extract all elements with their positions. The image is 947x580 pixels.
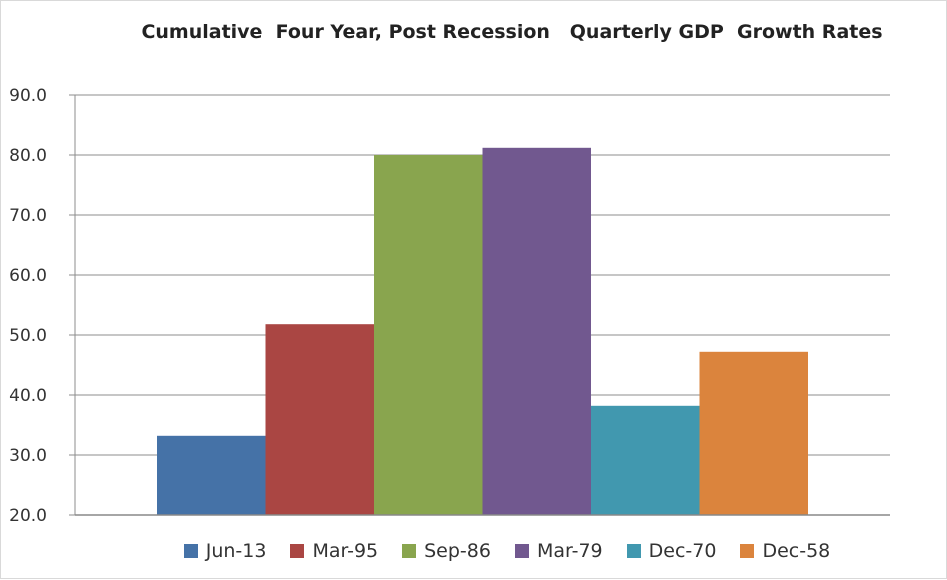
- legend-label: Dec-58: [762, 540, 831, 562]
- legend-swatch: [290, 544, 305, 558]
- legend-item-dec-58: Dec-58: [740, 540, 830, 562]
- legend-item-jun-13: Jun-13: [183, 540, 267, 562]
- bar-dec-70: [591, 405, 700, 515]
- legend-swatch: [514, 544, 529, 558]
- legend-label: Mar-79: [536, 540, 603, 562]
- legend-item-mar-79: Mar-79: [514, 540, 603, 562]
- legend-label: Mar-95: [312, 540, 379, 562]
- bar-dec-58: [699, 351, 808, 515]
- legend-swatch: [626, 544, 641, 558]
- y-tick-label: 50.0: [9, 326, 47, 346]
- bars: [157, 147, 808, 516]
- legend-label: Sep-86: [424, 540, 491, 562]
- bar-mar-95: [265, 324, 374, 515]
- legend-swatch: [183, 544, 198, 558]
- legend-label: Jun-13: [205, 540, 267, 562]
- chart-title: Cumulative Four Year, Post Recession Qua…: [141, 21, 883, 43]
- legend-swatch: [402, 544, 417, 558]
- bar-jun-13: [157, 435, 266, 515]
- legend-item-dec-70: Dec-70: [626, 540, 717, 562]
- y-tick-label: 90.0: [9, 86, 47, 106]
- y-tick-label: 40.0: [9, 386, 47, 406]
- y-tick-label: 80.0: [9, 146, 47, 166]
- legend-item-mar-95: Mar-95: [290, 540, 378, 562]
- bar-sep-86: [374, 155, 483, 515]
- y-tick-label: 70.0: [9, 206, 47, 226]
- legend: Jun-13 Mar-95 Sep-86 Mar-79 Dec-70 Dec-58: [1, 540, 947, 562]
- legend-swatch: [740, 544, 755, 558]
- y-tick-label: 30.0: [9, 446, 47, 466]
- y-tick-label: 20.0: [9, 506, 47, 526]
- legend-label: Dec-70: [648, 540, 717, 562]
- legend-item-sep-86: Sep-86: [402, 540, 491, 562]
- bar-mar-79: [482, 147, 591, 516]
- y-tick-label: 60.0: [9, 266, 47, 286]
- y-axis-ticks: 20.0 30.0 40.0 50.0 60.0 70.0 80.0 90.0: [9, 86, 76, 526]
